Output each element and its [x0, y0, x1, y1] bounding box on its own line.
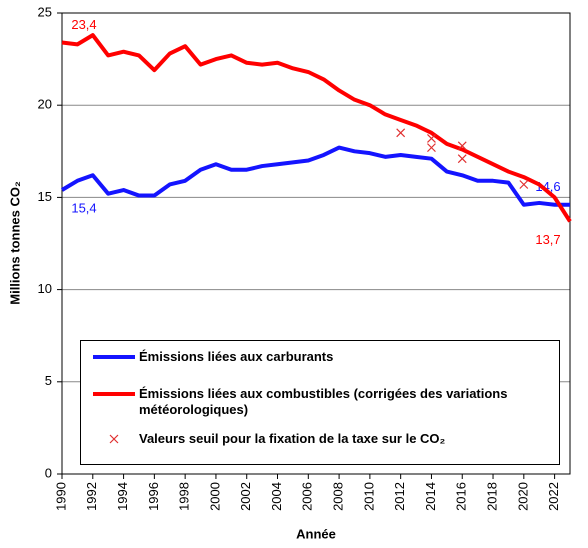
- series-line: [60, 145, 570, 207]
- threshold-marker: [457, 154, 467, 164]
- series-line: [61, 33, 572, 223]
- legend-item: Valeurs seuil pour la fixation de la tax…: [89, 431, 544, 447]
- legend-line: [93, 355, 135, 359]
- legend-label: Valeurs seuil pour la fixation de la tax…: [139, 431, 446, 446]
- y-tick-label: 10: [38, 281, 52, 296]
- x-tick-label: 2022: [546, 482, 561, 511]
- legend-swatch: [89, 386, 139, 402]
- data-label: 14,6: [535, 179, 560, 194]
- y-tick-label: 0: [45, 465, 52, 480]
- legend-item: Émissions liées aux carburants: [89, 349, 544, 365]
- x-tick-label: 2020: [515, 482, 530, 511]
- legend-swatch: [89, 431, 139, 447]
- data-label: 23,4: [71, 17, 96, 32]
- y-tick-label: 20: [38, 97, 52, 112]
- plot-frame: [61, 12, 571, 475]
- y-tick-label: 15: [38, 189, 52, 204]
- x-tick-label: 2008: [331, 482, 346, 511]
- legend-item: Émissions liées aux combustibles (corrig…: [89, 386, 544, 418]
- threshold-marker: [427, 143, 436, 153]
- legend-line: [93, 392, 135, 396]
- legend-label: Émissions liées aux carburants: [139, 349, 334, 364]
- threshold-marker: [519, 180, 529, 189]
- data-label: 13,7: [535, 232, 560, 247]
- x-axis-label: Année: [296, 526, 336, 541]
- x-tick-label: 1992: [84, 482, 99, 511]
- x-tick-label: 1994: [115, 482, 130, 511]
- threshold-marker: [457, 141, 467, 151]
- legend-swatch: [89, 349, 139, 365]
- threshold-marker: [396, 128, 406, 138]
- legend-marker: [109, 434, 119, 444]
- x-tick-label: 2002: [238, 482, 253, 511]
- x-tick-label: 1996: [146, 482, 161, 511]
- y-axis-label: Millions tonnes CO₂: [7, 181, 22, 305]
- x-tick-label: 2016: [454, 482, 469, 511]
- x-tick-label: 2014: [423, 482, 438, 511]
- x-tick-label: 2004: [269, 482, 284, 511]
- y-tick-label: 5: [45, 373, 52, 388]
- threshold-marker: [427, 133, 436, 143]
- x-tick-label: 2012: [392, 482, 407, 511]
- x-tick-label: 2000: [207, 482, 222, 511]
- legend-label: Émissions liées aux combustibles (corrig…: [139, 386, 508, 417]
- x-tick-label: 1998: [177, 482, 192, 511]
- data-label: 15,4: [71, 200, 96, 215]
- legend: Émissions liées aux carburants Émissions …: [80, 340, 560, 465]
- y-tick-label: 25: [38, 4, 52, 19]
- x-tick-label: 1990: [53, 482, 68, 511]
- x-tick-label: 2006: [300, 482, 315, 511]
- x-tick-label: 2018: [484, 482, 499, 511]
- x-tick-label: 2010: [361, 482, 376, 511]
